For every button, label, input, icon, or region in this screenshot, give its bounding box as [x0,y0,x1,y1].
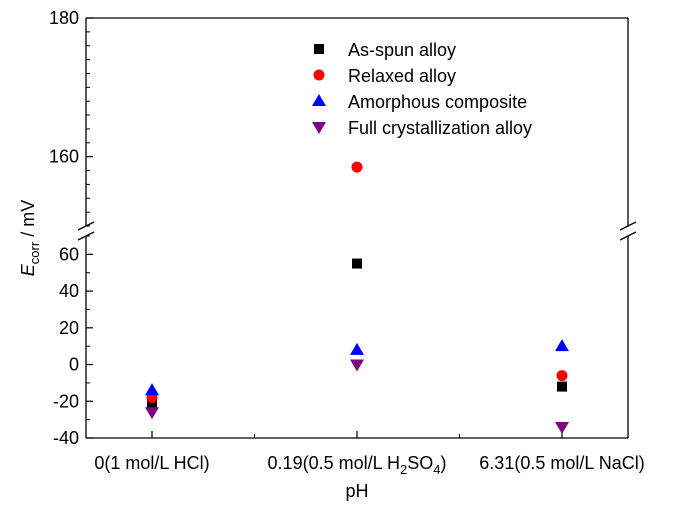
legend-marker-1 [313,69,325,81]
x-axis: 0(1 mol/L HCl) 0.19(0.5 mol/L H2SO4) 6.31(… [94,431,645,477]
data-point-square [352,258,362,269]
y-axis-title-unit: / mV [18,200,38,242]
data-point-triangle-down [350,359,364,372]
x-tick-label-part: 0(1 mol/L HCl) [94,453,209,473]
y-tick-label-160: 160 [49,147,79,167]
y-axis-title-symbol: E [18,263,38,276]
data-point-triangle-down [145,407,159,420]
x-tick-label-0: 0(1 mol/L HCl) [94,453,209,473]
data-point-triangle-up [145,383,159,396]
legend-label-1: Relaxed alloy [348,66,456,86]
data-point-triangle-up [555,339,569,352]
legend-marker-2 [312,94,326,106]
y-tick-label-20: 20 [59,318,79,338]
axis-break-mark-right-2 [619,231,637,241]
data-point-square [147,399,157,410]
series-2 [145,339,569,396]
legend-marker-0 [314,44,324,54]
series-1 [146,161,568,404]
data-point-triangle-up [350,342,364,355]
y-tick-label-180: 180 [49,8,79,28]
series-0 [147,258,567,410]
data-point-circle [556,370,568,382]
x-tick-label-part: 6.31(0.5 mol/L NaCl) [479,453,644,473]
y-tick-label-60: 60 [59,244,79,264]
x-tick-label-subscript: 2 [400,462,407,477]
x-tick-label-1: 0.19(0.5 mol/L H2SO4) [268,453,447,477]
legend-label-3: Full crystallization alloy [348,118,532,138]
x-tick-label-subscript: 4 [433,462,440,477]
legend-label-0: As-spun alloy [348,40,456,60]
y-tick-label--20: -20 [53,391,79,411]
data-point-circle [351,161,363,173]
y-tick-label--40: -40 [53,428,79,448]
x-tick-label-2: 6.31(0.5 mol/L NaCl) [479,453,644,473]
data-point-square [557,381,567,392]
y-axis-title-subscript: corr [27,241,42,264]
data-point-triangle-down [555,421,569,434]
legend: As-spun alloy Relaxed alloy Amorphous comp… [312,40,532,138]
axis-break-mark-right-1 [619,221,637,231]
x-tick-label-part: SO [407,453,433,473]
series-3 [145,359,569,434]
y-axis-title: Ecorr / mV [18,200,42,276]
x-tick-label-part: ) [440,453,446,473]
legend-marker-3 [312,122,326,134]
legend-label-2: Amorphous composite [348,92,527,112]
y-tick-label-40: 40 [59,281,79,301]
y-tick-label-0: 0 [69,355,79,375]
x-tick-label-part: 0.19(0.5 mol/L H [268,453,400,473]
y-axis: 160 180 -40 -20 0 20 40 60 [49,8,93,448]
x-axis-title: pH [345,481,368,501]
data-points [145,161,569,434]
